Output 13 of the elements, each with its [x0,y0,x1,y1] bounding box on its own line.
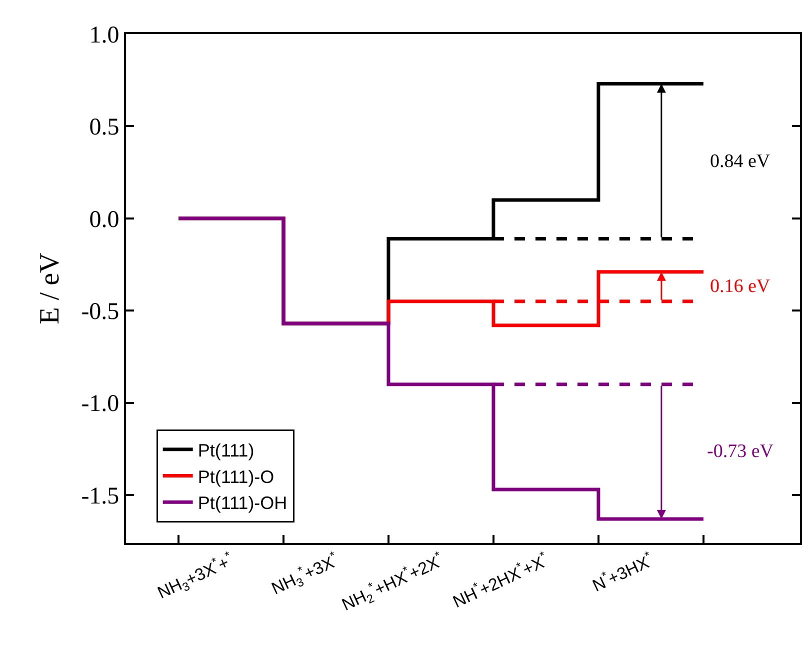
legend-label: Pt(111)-O [198,466,274,487]
y-axis-title: E / eV [34,252,66,324]
text: 0.84 eV [710,151,770,172]
y-tick-label: 0.0 [89,206,120,233]
legend-label: Pt(111) [198,440,254,460]
y-tick-label: 1.0 [89,22,120,48]
y-tick-label: -1.0 [81,391,120,418]
y-tick-label: -1.5 [81,483,120,510]
y-tick-label: 0.5 [89,114,120,141]
text: -0.73 eV [707,441,774,462]
legend-label: Pt(111)-OH [198,493,288,514]
text: 0.16 eV [710,276,770,297]
y-tick-label: -0.5 [81,299,120,326]
